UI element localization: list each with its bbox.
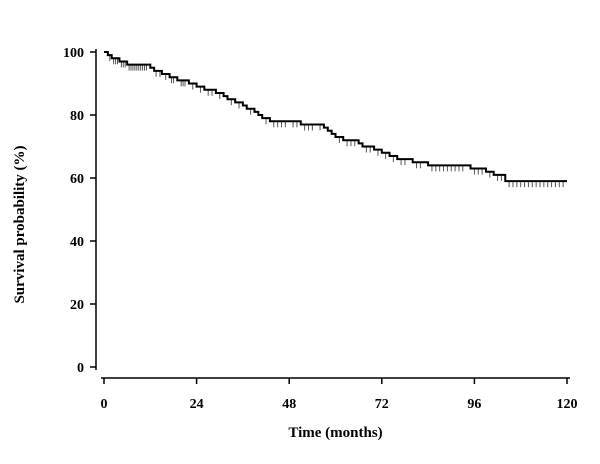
- survival-curve: [104, 51, 567, 183]
- x-ticks: 0 24 48 72 96 120: [101, 378, 578, 412]
- y-ticks: 0 20 40 60 80 100: [63, 46, 96, 376]
- censor-marks: [109, 55, 564, 188]
- x-tick-label: 48: [282, 397, 296, 412]
- y-tick-label: 60: [70, 172, 84, 187]
- axes: [95, 49, 570, 379]
- x-tick-label: 96: [467, 397, 481, 412]
- y-tick-label: 0: [77, 361, 84, 376]
- y-tick-label: 80: [70, 109, 84, 124]
- x-axis-label: Time (months): [288, 425, 382, 441]
- x-tick-label: 120: [557, 397, 578, 412]
- y-axis-label: Survival probability (%): [12, 145, 28, 303]
- x-tick-label: 72: [375, 397, 389, 412]
- x-tick-label: 0: [101, 397, 108, 412]
- y-tick-label: 40: [70, 235, 84, 250]
- y-tick-label: 20: [70, 298, 84, 313]
- x-tick-label: 24: [190, 397, 204, 412]
- y-tick-label: 100: [63, 46, 84, 61]
